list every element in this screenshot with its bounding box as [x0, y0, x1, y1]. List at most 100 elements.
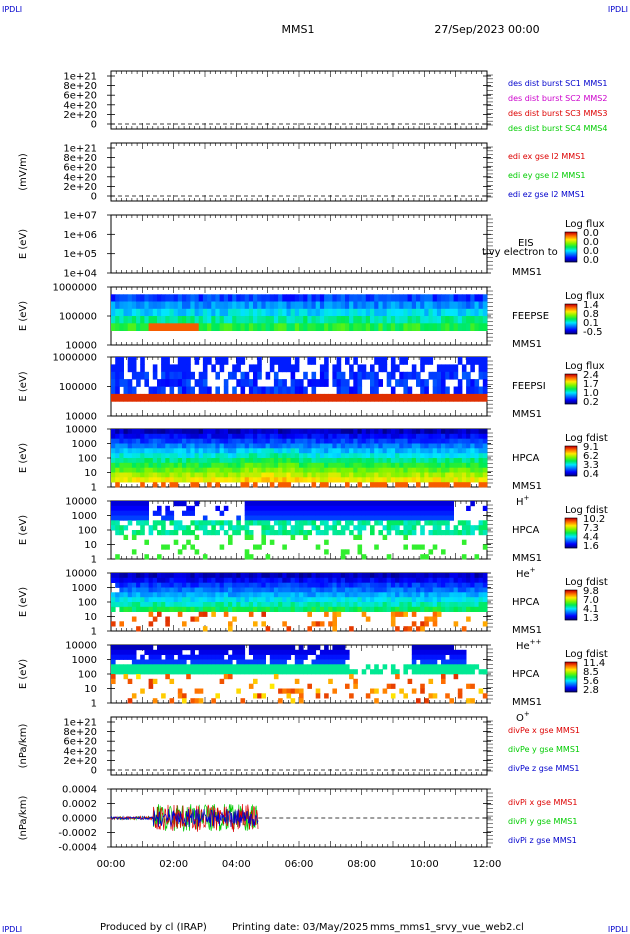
colorbar-cell	[565, 329, 577, 331]
spectrogram-cell	[461, 582, 467, 588]
spectrogram-cell	[315, 515, 321, 521]
spectrogram-cell	[290, 534, 296, 540]
spectrogram-cell	[461, 520, 467, 526]
spectrogram-cell	[173, 301, 179, 310]
spectrogram-cell	[273, 530, 279, 536]
spectrogram-cell	[340, 294, 346, 302]
spectrogram-cell	[303, 602, 308, 608]
spectrogram-cell	[466, 592, 471, 598]
spectrogram-cell	[453, 448, 459, 454]
spectrogram-cell	[303, 606, 308, 612]
spectrogram-cell	[328, 597, 333, 603]
spectrogram-cell	[194, 357, 200, 365]
spectrogram-cell	[186, 458, 191, 464]
spectrogram-cell	[324, 301, 329, 310]
spectrogram-cell	[278, 458, 283, 464]
spectrogram-cell	[470, 573, 475, 579]
spectrogram-cell	[207, 323, 212, 331]
spectrogram-cell	[466, 525, 471, 531]
spectrogram-cell	[420, 379, 425, 387]
spectrogram-cell	[416, 510, 421, 516]
spectrogram-cell	[474, 453, 480, 459]
spectrogram-cell	[278, 301, 283, 310]
colorbar-cell	[565, 470, 577, 472]
colorbar-cell	[565, 317, 577, 319]
spectrogram-cell	[278, 525, 283, 531]
spectrogram-cell	[324, 448, 329, 454]
spectrogram-cell	[466, 443, 471, 449]
spectrogram-cell	[140, 582, 145, 588]
colorbar-cell	[565, 375, 577, 377]
spectrogram-cell	[144, 393, 149, 402]
spectrogram-cell	[198, 602, 204, 608]
spectrogram-cell	[428, 482, 434, 488]
spectrogram-cell	[169, 438, 175, 444]
spectrogram-cell	[177, 433, 183, 439]
spectrogram-cell	[382, 357, 388, 365]
spectrogram-cell	[374, 592, 379, 598]
spectrogram-cell	[449, 582, 454, 588]
spectrogram-cell	[257, 472, 262, 478]
spectrogram-cell	[157, 453, 162, 459]
spectrogram-cell	[186, 393, 191, 402]
colorbar-cell	[565, 330, 577, 332]
spectrogram-cell	[273, 294, 279, 302]
spectrogram-cell	[273, 592, 279, 598]
spectrogram-cell	[177, 549, 183, 555]
spectrogram-cell	[345, 520, 350, 526]
spectrogram-cell	[332, 462, 337, 468]
spectrogram-cell	[357, 472, 363, 478]
spectrogram-cell	[470, 294, 475, 302]
spectrogram-cell	[386, 438, 392, 444]
spectrogram-cell	[269, 453, 275, 459]
spectrogram-cell	[202, 626, 208, 632]
spectrogram-cell	[374, 316, 379, 324]
spectrogram-cell	[432, 621, 438, 627]
spectrogram-cell	[257, 602, 262, 608]
spectrogram-cell	[207, 467, 212, 473]
spectrogram-cell	[261, 505, 266, 511]
spectrogram-cell	[265, 458, 271, 464]
spectrogram-cell	[115, 582, 120, 588]
spectrogram-cell	[340, 458, 346, 464]
spectrogram-cell	[395, 525, 400, 531]
spectrogram-cell	[466, 597, 471, 603]
spectrogram-cell	[169, 379, 175, 387]
spectrogram-cell	[286, 462, 292, 468]
spectrogram-cell	[140, 458, 145, 464]
spectrogram-cell	[340, 316, 346, 324]
spectrogram-cell	[328, 438, 333, 444]
corner-label-bl: IPDLI	[2, 925, 22, 934]
spectrogram-cell	[248, 611, 254, 617]
spectrogram-cell	[432, 577, 438, 583]
spectrogram-cell	[436, 386, 442, 395]
spectrogram-cell	[131, 515, 137, 521]
spectrogram-cell	[307, 438, 312, 444]
spectrogram-cell	[319, 501, 325, 507]
spectrogram-cell	[211, 597, 216, 603]
spectrogram-cell	[219, 606, 225, 612]
spectrogram-cell	[336, 294, 342, 302]
spectrogram-cell	[374, 443, 379, 449]
spectrogram-cell	[253, 379, 258, 387]
spectrogram-cell	[407, 525, 413, 531]
spectrogram-cell	[324, 587, 329, 593]
spectrogram-cell	[286, 357, 292, 365]
spectrogram-cell	[236, 602, 241, 608]
spectrogram-cell	[273, 602, 279, 608]
spectrogram-cell	[340, 371, 346, 380]
spectrogram-cell	[324, 438, 329, 444]
spectrogram-cell	[282, 544, 287, 550]
spectrogram-cell	[115, 573, 120, 579]
spectrogram-cell	[411, 577, 417, 583]
colorbar-cell	[565, 325, 577, 327]
spectrogram-cell	[152, 587, 158, 593]
spectrogram-cell	[202, 582, 208, 588]
spectrogram-cell	[169, 530, 175, 536]
spectrogram-cell	[457, 602, 463, 608]
colorbar-cell	[565, 602, 577, 604]
spectrogram-cell	[453, 429, 459, 435]
spectrogram-cell	[127, 472, 133, 478]
spectrogram-cell	[202, 438, 208, 444]
